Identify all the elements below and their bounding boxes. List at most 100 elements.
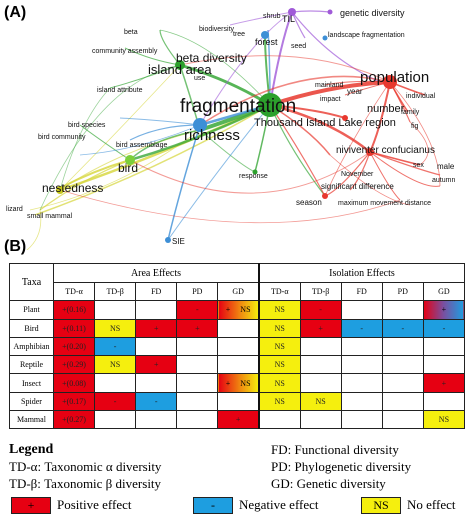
sie-node (165, 237, 171, 243)
metric-header: FD (135, 281, 178, 302)
november-label: November (341, 171, 374, 178)
seed-label: seed (291, 43, 306, 50)
effect-cell: +(0.08) (52, 373, 96, 393)
sex-label: sex (413, 162, 424, 169)
population-label: population (360, 69, 429, 86)
effect-cell (176, 336, 219, 357)
effect-cell (299, 355, 342, 375)
effect-cell (340, 391, 383, 412)
effect-cell: + (422, 300, 466, 320)
effect-cell (340, 336, 383, 357)
genetic-diversity-node (327, 9, 333, 15)
effect-cell: NS (257, 318, 301, 338)
legend-positive-swatch: + (11, 497, 51, 514)
taxon-cell: Plant (9, 300, 54, 320)
taxon-cell: Reptile (9, 355, 54, 375)
impact-label: impact (320, 96, 341, 103)
effect-cell: +(0.11) (52, 318, 96, 338)
effect-cell (135, 300, 178, 320)
effect-cell: - (381, 318, 424, 338)
legend-gd: GD: Genetic diversity (271, 476, 386, 491)
landscape-fragmentation-label: landscape fragmentation (328, 32, 405, 39)
effect-cell (217, 336, 260, 357)
effect-cell: + (176, 318, 219, 338)
effect-cell: + NS (217, 300, 260, 320)
metric-header: PD (176, 281, 219, 302)
effect-cell (381, 391, 424, 412)
significant-difference-label: significant difference (321, 182, 394, 191)
effect-cell: +(0.17) (52, 391, 96, 412)
nestedness-node (56, 186, 64, 194)
population-node (383, 75, 397, 89)
metric-header: TD-β (299, 281, 342, 302)
use-label: use (194, 75, 205, 82)
biodiversity-label: biodiversity (199, 26, 235, 33)
effect-cell (422, 355, 466, 375)
number-node (342, 115, 348, 121)
fragmentation-node (258, 93, 282, 117)
legend-positive-label: Positive effect (57, 497, 132, 512)
effect-cell (217, 355, 260, 375)
taxon-cell: Amphibian (9, 336, 54, 357)
bird-label: bird (118, 161, 138, 175)
metric-header: GD (422, 281, 466, 302)
table-row: Insect +(0.08) + NS NS + (9, 373, 466, 393)
effect-cell (94, 300, 137, 320)
effects-table-body: Plant +(0.16) - + NS NS - + Bird +(0.11) NS + + NS + -… (9, 300, 466, 430)
effect-cell: - (94, 391, 137, 412)
effect-cell (135, 410, 178, 430)
metric-header: TD-α (257, 281, 301, 302)
year-label: year (347, 87, 363, 96)
table-row: Spider +(0.17) - - NS NS (9, 391, 466, 412)
legend-title: Legend (9, 442, 54, 457)
metric-header: PD (381, 281, 424, 302)
taxon-cell: Insect (9, 373, 54, 393)
metric-header: GD (217, 281, 260, 302)
legend-pd: PD: Phylogenetic diversity (271, 459, 412, 474)
effect-cell (135, 336, 178, 357)
effect-cell (135, 373, 178, 393)
legend-ns-label: No effect (407, 497, 456, 512)
effect-cell (381, 373, 424, 393)
season-label: season (296, 198, 322, 207)
effect-cell (176, 391, 219, 412)
effect-cell (381, 410, 424, 430)
nestedness-label: nestedness (42, 181, 103, 195)
fragmentation-label: fragmentation (180, 96, 296, 117)
effect-cell (422, 336, 466, 357)
til-node (288, 8, 296, 16)
legend: Legend TD-α: Taxonomic α diversity TD-β:… (9, 442, 471, 522)
effect-cell (94, 373, 137, 393)
effect-cell: NS (257, 336, 301, 357)
effect-cell (217, 391, 260, 412)
community-assembly-label: community assembly (92, 48, 158, 55)
number-label: number (367, 103, 405, 115)
legend-td-beta: TD-β: Taxonomic β diversity (9, 476, 162, 491)
metric-header: TD-β (94, 281, 137, 302)
effect-cell: - (299, 300, 342, 320)
table-row: Bird +(0.11) NS + + NS + - - - (9, 318, 466, 338)
effect-cell (176, 355, 219, 375)
effect-cell (381, 336, 424, 357)
effect-cell: NS (257, 373, 301, 393)
tree-label: tree (233, 31, 245, 38)
network-edges (19, 10, 441, 256)
response-node (252, 169, 258, 175)
effect-cell: + (299, 318, 342, 338)
island-attribute-label: island attribute (97, 87, 143, 94)
genetic-diversity-label: genetic diversity (340, 8, 405, 18)
metric-header-row: TD-α TD-β FD PD GD TD-α TD-β FD PD GD (10, 281, 466, 302)
area-effects-header: Area Effects (52, 263, 260, 283)
effects-table: Taxa Area Effects Isolation Effects TD-α… (9, 262, 466, 430)
bird-community-label: bird community (38, 134, 86, 141)
effect-cell (94, 410, 137, 430)
lizard-label: lizard (6, 206, 23, 213)
effects-table-container: Taxa Area Effects Isolation Effects TD-α… (9, 262, 466, 430)
effect-cell: +(0.29) (52, 355, 96, 375)
effect-cell: NS (422, 410, 466, 430)
network-nodes (56, 8, 397, 243)
til-label: TIL (282, 14, 295, 24)
legend-ns-swatch: NS (361, 497, 401, 514)
shrub-label: shrub (263, 13, 281, 20)
panel-a-label: (A) (4, 4, 27, 21)
